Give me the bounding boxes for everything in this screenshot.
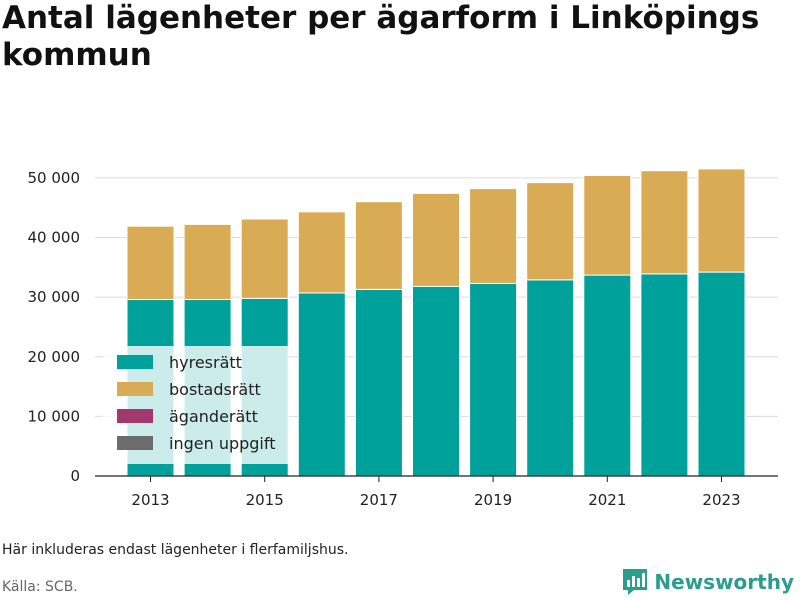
brand-name: Newsworthy xyxy=(654,570,794,594)
y-tick-label: 0 xyxy=(70,467,80,485)
bar-segment xyxy=(697,168,746,273)
bar-segment xyxy=(297,211,346,294)
bar-segment xyxy=(526,279,575,477)
legend-swatch xyxy=(117,382,153,396)
bar-segment xyxy=(412,192,460,287)
y-tick-label: 50 000 xyxy=(28,169,81,187)
x-axis: 2013 2015 2017 2019 2021 2023 xyxy=(95,475,778,509)
legend-swatch xyxy=(117,409,153,423)
x-tick-label: 2023 xyxy=(702,491,740,509)
legend-swatch xyxy=(117,436,153,450)
legend-label: äganderätt xyxy=(169,407,258,426)
legend: hyresrätt bostadsrätt äganderätt ingen uppg… xyxy=(103,346,289,464)
bar-segment xyxy=(583,274,632,477)
y-tick-label: 10 000 xyxy=(28,407,81,425)
bar-segment xyxy=(354,288,403,477)
y-tick-label: 40 000 xyxy=(28,229,81,247)
x-tick-label: 2019 xyxy=(474,491,512,509)
chart-title: Antal lägenheter per ägarform i Linköpin… xyxy=(2,0,760,73)
bar-segment xyxy=(183,223,232,301)
bar-segment xyxy=(640,170,689,275)
bar-segment xyxy=(126,225,175,301)
legend-label: hyresrätt xyxy=(169,353,242,372)
bar-segment xyxy=(469,282,518,477)
bar-segment xyxy=(640,273,689,477)
bar-segment xyxy=(469,188,518,284)
x-tick-label: 2021 xyxy=(588,491,626,509)
y-axis-ticks: 0 10 000 20 000 30 000 40 000 50 000 xyxy=(28,169,81,485)
legend-swatch xyxy=(117,355,153,369)
x-tick-label: 2017 xyxy=(360,491,398,509)
x-tick-label: 2015 xyxy=(246,491,284,509)
bar-segment xyxy=(526,182,575,281)
bar-segment xyxy=(297,292,346,477)
x-tick-label: 2013 xyxy=(131,491,169,509)
legend-label: ingen uppgift xyxy=(169,434,276,453)
bar-segment xyxy=(354,201,403,290)
y-tick-label: 30 000 xyxy=(28,288,81,306)
brand-logo[interactable]: Newsworthy xyxy=(622,568,794,596)
bar-segment xyxy=(697,271,746,477)
newsworthy-logo-icon xyxy=(623,569,648,595)
y-tick-label: 20 000 xyxy=(28,348,81,366)
stacked-bar-chart: 0 10 000 20 000 30 000 40 000 50 000 2013 2015… xyxy=(28,168,778,509)
source-note: Källa: SCB. xyxy=(2,579,78,595)
bar-segment xyxy=(240,218,289,299)
bar-segment xyxy=(412,285,460,477)
footnote: Här inkluderas endast lägenheter i flerf… xyxy=(2,542,349,558)
bar-segment xyxy=(583,175,632,276)
legend-label: bostadsrätt xyxy=(169,380,261,399)
